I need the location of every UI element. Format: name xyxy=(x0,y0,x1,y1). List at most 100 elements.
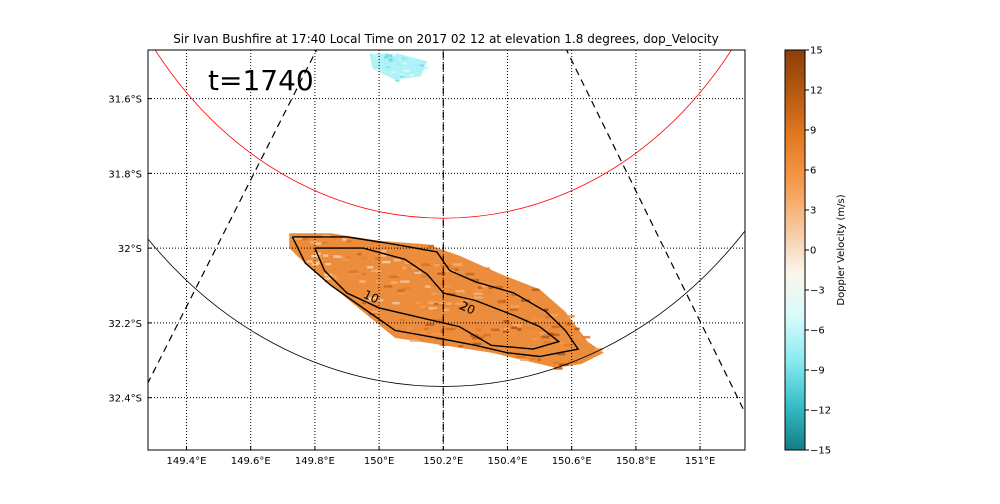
echo-gate xyxy=(387,66,392,69)
echo-gate xyxy=(385,63,390,66)
velocity-gate xyxy=(415,301,420,305)
x-tick-label: 150.2°E xyxy=(423,456,463,467)
velocity-gate xyxy=(474,296,483,299)
velocity-gate xyxy=(532,337,539,341)
echo-gate xyxy=(400,57,405,60)
velocity-gate xyxy=(556,352,566,356)
velocity-gate xyxy=(503,328,510,331)
velocity-gate xyxy=(359,280,366,283)
velocity-gate xyxy=(517,328,522,331)
velocity-gate xyxy=(566,315,575,318)
velocity-gate xyxy=(397,327,407,331)
velocity-gate xyxy=(532,288,540,291)
velocity-gate xyxy=(361,256,368,260)
velocity-gate xyxy=(446,264,451,268)
velocity-gate xyxy=(531,318,542,322)
x-tick-label: 149.8°E xyxy=(295,456,335,467)
velocity-gate xyxy=(458,345,464,348)
echo-gate xyxy=(388,59,393,62)
x-tick-label: 150.6°E xyxy=(552,456,592,467)
y-ticks: 31.6°S 31.8°S 32°S 32.2°S 32.4°S xyxy=(108,95,152,405)
range-ring xyxy=(154,50,732,219)
velocity-gate xyxy=(437,272,446,275)
velocity-gate xyxy=(440,282,446,286)
velocity-gate xyxy=(594,348,604,351)
velocity-gate xyxy=(372,241,379,244)
velocity-gate xyxy=(424,327,429,330)
velocity-gate xyxy=(474,288,484,291)
colorbar-label: Doppler Velocity (m/s) xyxy=(836,194,847,305)
velocity-gate xyxy=(333,255,340,258)
velocity-gate xyxy=(301,237,309,241)
velocity-gate xyxy=(530,299,538,302)
velocity-gate xyxy=(543,341,551,344)
x-ticks: 149.4°E 149.6°E 149.8°E 150°E 150.2°E 150.4°E… xyxy=(167,446,715,467)
chart-title: Sir Ivan Bushfire at 17:40 Local Time on… xyxy=(173,32,719,46)
velocity-gate xyxy=(503,330,510,333)
velocity-gate xyxy=(505,332,515,335)
velocity-gate xyxy=(463,302,470,306)
velocity-gate xyxy=(537,328,546,331)
velocity-gate xyxy=(293,237,303,240)
velocity-gate xyxy=(554,367,563,370)
velocity-gate xyxy=(446,302,452,305)
echo-gate xyxy=(419,68,424,71)
echo-patch xyxy=(369,53,428,80)
velocity-gate xyxy=(443,308,449,312)
velocity-gate xyxy=(575,334,581,337)
velocity-gate xyxy=(491,328,500,331)
velocity-gate xyxy=(551,325,560,329)
velocity-gate xyxy=(520,299,531,302)
time-annotation: t=1740 xyxy=(208,64,314,97)
velocity-gate xyxy=(583,335,591,339)
velocity-gate xyxy=(433,264,441,267)
echo-gate xyxy=(389,57,394,60)
velocity-gate xyxy=(455,302,465,305)
velocity-gate xyxy=(393,258,401,262)
velocity-gate xyxy=(331,234,341,238)
velocity-gate xyxy=(381,254,387,257)
echo-gate xyxy=(370,57,375,60)
velocity-gate xyxy=(559,363,569,366)
velocity-gate xyxy=(404,261,412,264)
velocity-gate xyxy=(323,254,329,257)
velocity-gate xyxy=(369,297,376,300)
velocity-gate xyxy=(532,322,538,325)
velocity-gate xyxy=(384,285,393,288)
colorbar xyxy=(784,49,806,451)
velocity-gate xyxy=(416,263,421,266)
colorbar-ticks: 15 12 9 6 3 0 −3 −6 −9 −12 −15 xyxy=(805,46,831,457)
velocity-gate xyxy=(431,292,437,295)
echo-gate xyxy=(404,58,409,61)
velocity-gate xyxy=(326,275,337,278)
velocity-gate xyxy=(471,278,479,282)
velocity-gate xyxy=(325,262,331,266)
velocity-gate xyxy=(365,303,371,306)
colorbar-tick-label: 3 xyxy=(810,206,816,217)
velocity-gate xyxy=(494,285,504,289)
colorbar-tick-label: 15 xyxy=(810,46,823,57)
velocity-gate xyxy=(465,272,475,276)
velocity-gate xyxy=(429,264,436,267)
echo-gate xyxy=(424,66,429,69)
velocity-gate xyxy=(526,326,536,330)
echo-gate xyxy=(375,57,380,60)
velocity-gate xyxy=(516,355,526,358)
velocity-gate xyxy=(434,254,441,257)
velocity-gate xyxy=(431,332,441,336)
velocity-gate xyxy=(447,292,456,296)
echo-gate xyxy=(391,71,395,74)
echo-gate xyxy=(418,69,423,72)
velocity-gate xyxy=(438,302,444,305)
velocity-gate xyxy=(357,252,362,256)
velocity-gate xyxy=(381,249,387,253)
velocity-gate xyxy=(342,238,347,241)
velocity-gate xyxy=(315,242,322,245)
velocity-gate xyxy=(433,302,442,306)
echo-gate xyxy=(406,69,410,72)
velocity-gate xyxy=(380,316,388,319)
velocity-gate xyxy=(520,358,529,362)
velocity-gate xyxy=(402,266,408,270)
velocity-gate xyxy=(394,278,402,281)
echo-gate xyxy=(384,56,389,59)
